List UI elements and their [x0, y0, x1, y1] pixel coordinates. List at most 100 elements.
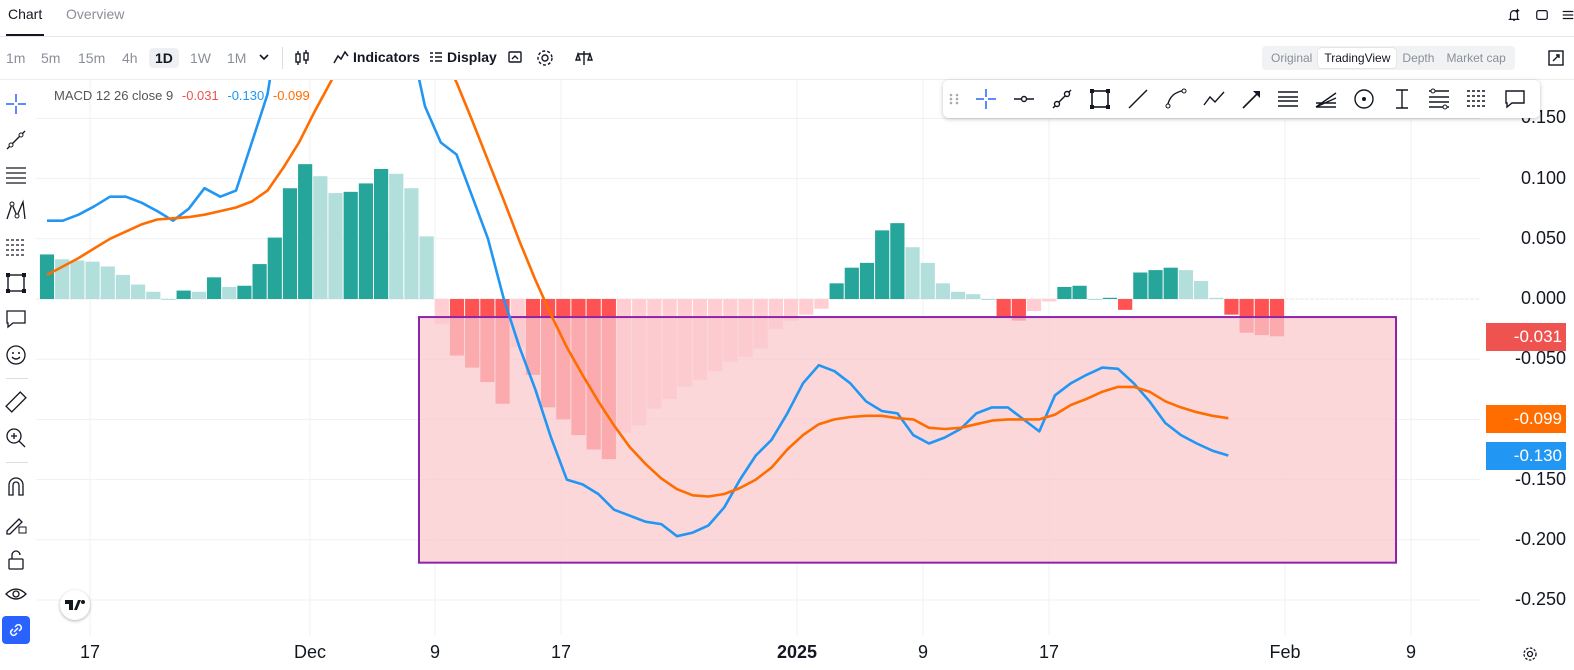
- timeframe-1w[interactable]: 1W: [190, 50, 211, 66]
- replay-icon[interactable]: [507, 50, 523, 66]
- y-axis-tick: -0.200: [1514, 528, 1566, 549]
- tab-overview[interactable]: Overview: [66, 6, 125, 22]
- menu-icon[interactable]: [1560, 8, 1574, 22]
- indicators-button[interactable]: Indicators: [333, 49, 420, 65]
- y-axis-tick: 0.050: [1520, 227, 1566, 248]
- histogram-bar: [115, 274, 131, 299]
- parallel-channel-icon[interactable]: [1276, 87, 1300, 111]
- histogram-bar: [1224, 299, 1239, 315]
- tradingview-logo-icon: [65, 600, 85, 610]
- unlock-icon[interactable]: [4, 548, 28, 572]
- fib-extension-icon[interactable]: [1465, 87, 1489, 111]
- histogram-bar: [1011, 299, 1026, 321]
- chevron-down-icon[interactable]: [259, 53, 269, 61]
- line-icon[interactable]: [1126, 87, 1150, 111]
- zoom-in-icon[interactable]: [4, 426, 28, 450]
- macd-chart[interactable]: [0, 80, 1574, 670]
- candlestick-icon[interactable]: [293, 50, 311, 66]
- curve-icon[interactable]: [1164, 87, 1188, 111]
- rectangle-icon[interactable]: [1088, 87, 1112, 111]
- circle-icon[interactable]: [1352, 87, 1376, 111]
- expand-icon[interactable]: [1548, 50, 1564, 66]
- view-tab-market-cap[interactable]: Market cap: [1446, 51, 1506, 65]
- indicators-icon: [333, 50, 349, 64]
- histogram-bar: [70, 260, 85, 299]
- histogram-bar: [85, 261, 100, 299]
- timeframe-15m[interactable]: 15m: [78, 50, 106, 66]
- timeframe-1d[interactable]: 1D: [149, 48, 179, 68]
- histogram-bar: [100, 266, 115, 299]
- histogram-bar: [1042, 299, 1057, 302]
- fullscreen-icon[interactable]: [1534, 8, 1550, 22]
- timeframe-1m[interactable]: 1m: [6, 50, 26, 66]
- highlight-rectangle: [418, 316, 1397, 564]
- histogram-bar: [996, 299, 1011, 318]
- timeframe-1M[interactable]: 1M: [227, 50, 247, 66]
- histogram-bar: [206, 277, 222, 299]
- histogram-bar: [875, 230, 890, 299]
- compare-scale-icon[interactable]: [575, 49, 593, 67]
- fib-retracement-icon[interactable]: [1427, 87, 1451, 111]
- timeframe-4h[interactable]: 4h: [122, 50, 138, 66]
- histogram-bar: [389, 173, 404, 299]
- fib-fan-icon[interactable]: [1314, 87, 1338, 111]
- lock-drawing-icon[interactable]: [4, 512, 28, 536]
- shape-rectangle-icon[interactable]: [4, 271, 28, 295]
- display-label: Display: [447, 49, 497, 65]
- trend-line-icon[interactable]: [1050, 87, 1074, 111]
- eye-icon[interactable]: [4, 582, 28, 606]
- arrow-icon[interactable]: [1240, 87, 1264, 111]
- drag-handle-icon[interactable]: [947, 87, 961, 111]
- histogram-bar: [313, 176, 328, 299]
- view-tab-tradingview[interactable]: TradingView: [1318, 48, 1397, 68]
- histogram-bar: [1118, 299, 1133, 310]
- timeframe-5m[interactable]: 5m: [41, 50, 61, 66]
- histogram-bar: [176, 290, 191, 299]
- view-tab-original[interactable]: Original: [1271, 51, 1313, 65]
- x-axis-tick: 17: [79, 642, 101, 662]
- emoji-icon[interactable]: [4, 343, 28, 367]
- histogram-bar: [966, 294, 981, 299]
- path-icon[interactable]: [1202, 87, 1226, 111]
- histogram-bar: [252, 264, 267, 299]
- display-button[interactable]: Display: [429, 49, 497, 65]
- forecast-icon[interactable]: [4, 235, 28, 259]
- view-tab-depth[interactable]: Depth: [1402, 51, 1435, 65]
- fib-tool-icon[interactable]: [4, 163, 28, 187]
- histogram-bar: [829, 283, 844, 299]
- x-axis-tick: 17: [1038, 642, 1060, 662]
- histogram-bar: [267, 237, 282, 299]
- text-note-icon[interactable]: [4, 307, 28, 331]
- histogram-bar: [222, 286, 237, 299]
- histogram-bar: [39, 254, 55, 299]
- crosshair-icon[interactable]: [974, 87, 998, 111]
- axis-settings-icon[interactable]: [1522, 646, 1538, 662]
- horizontal-ray-icon[interactable]: [1012, 87, 1036, 111]
- trend-line-icon[interactable]: [4, 128, 28, 152]
- price-range-icon[interactable]: [1390, 87, 1414, 111]
- y-axis-tick: -0.250: [1514, 589, 1566, 609]
- pattern-icon[interactable]: [4, 199, 28, 223]
- settings-gear-icon[interactable]: [536, 49, 554, 67]
- indicator-legend: MACD 12 26 close 9 -0.031 -0.130 -0.099: [54, 88, 315, 103]
- histogram-bar: [935, 283, 951, 299]
- histogram-bar: [844, 267, 859, 299]
- sync-drawings-button[interactable]: [2, 616, 30, 644]
- histogram-bar: [404, 188, 419, 299]
- histogram-bar: [131, 284, 146, 299]
- histogram-bar: [1026, 299, 1042, 312]
- signal-line: [46, 80, 1229, 498]
- tradingview-logo[interactable]: [60, 590, 90, 620]
- crosshair-icon[interactable]: [4, 92, 28, 116]
- chart-toolbar: 1m 5m 15m 4h 1D 1W 1M Indicators Display…: [0, 37, 1574, 80]
- x-axis-tick: Feb: [1269, 642, 1301, 662]
- comment-icon[interactable]: [1503, 87, 1527, 111]
- y-axis-tick: -0.050: [1514, 348, 1566, 369]
- alert-add-icon[interactable]: [1506, 8, 1522, 22]
- ruler-icon[interactable]: [4, 390, 28, 414]
- magnet-icon[interactable]: [4, 475, 28, 499]
- histogram-bar: [191, 291, 206, 299]
- view-mode-tabs: Original TradingView Depth Market cap: [1262, 46, 1515, 70]
- left-drawing-toolbar: [0, 80, 36, 670]
- tab-chart[interactable]: Chart: [5, 6, 45, 36]
